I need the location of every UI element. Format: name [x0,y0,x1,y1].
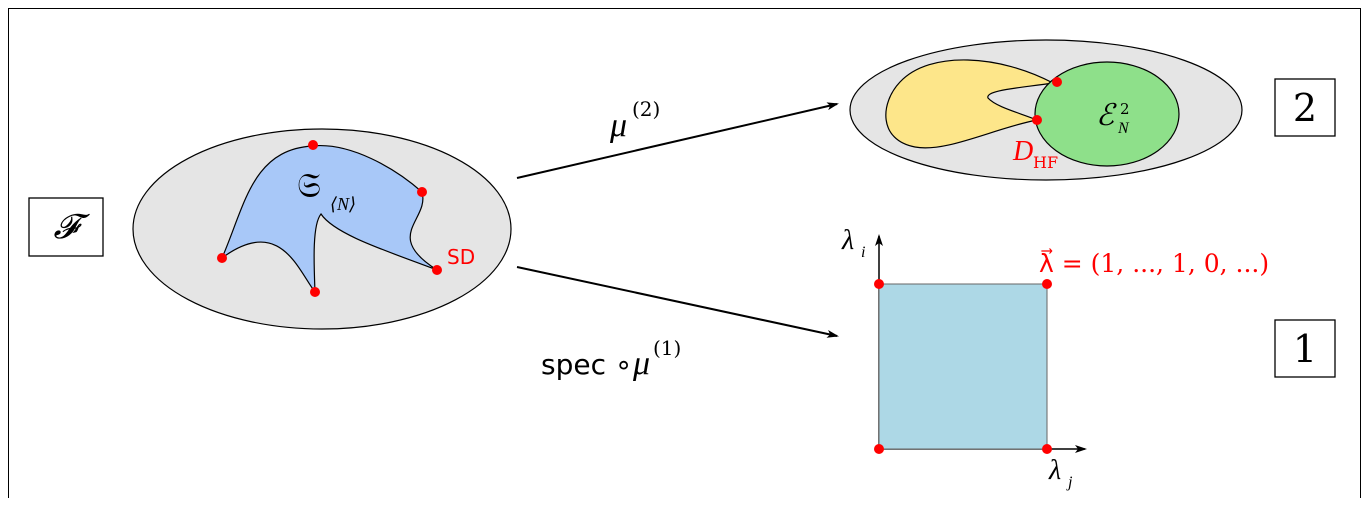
sd-label: SD [447,245,475,269]
hf-point-lower [1032,115,1042,125]
left-gray-ellipse [132,128,512,330]
top-right-manifold-group: ℰ 2 N D HF [849,39,1243,181]
two-rdm-label: 2 [1293,86,1317,130]
y-axis-label-sub: i [861,244,865,261]
red-point-right [417,187,427,197]
green-region-label-sub: N [1117,120,1130,137]
one-rdm-box: 1 [1274,319,1336,378]
square-point-top-right [1042,279,1052,289]
square-point-bottom-left [874,444,884,454]
bottom-arrow [516,266,839,338]
square-point-top-left [874,279,884,289]
lambda-vector-label: λ⃗ = (1, ..., 1, 0, ...) [1039,248,1269,278]
x-axis-label-sub: j [1066,474,1073,491]
red-point-sd [432,265,442,275]
red-point-bottom [310,287,320,297]
top-arrow-label-sup: (2) [632,97,660,121]
fock-space-box: 𝓕 [28,197,104,257]
square-plot-group: λ i λ j λ⃗ = (1, ..., 1, 0, ...) [841,225,1269,491]
red-point-left [217,253,227,263]
bottom-arrow-prefix: spec ∘ [541,348,632,381]
hf-label-base: D [1012,136,1033,167]
hf-label-sub: HF [1033,153,1058,172]
top-arrow-group: μ (2) [516,97,839,179]
top-arrow [516,102,839,179]
figure-frame [8,8,1361,498]
hf-point-upper [1052,77,1062,87]
two-rdm-box: 2 [1274,78,1336,137]
light-blue-square [878,283,1048,450]
bottom-arrow-label-base: μ [632,345,650,382]
slater-set-base: 𝔖 [297,166,321,206]
red-point-top [308,140,318,150]
bottom-arrow-group: spec ∘ μ (1) [516,266,839,382]
top-arrow-label-base: μ [609,107,627,144]
left-manifold-group: 𝔖 ⟨N⟩ SD [132,128,512,330]
bottom-arrow-label-sup: (1) [653,336,681,360]
square-point-bottom-right [1042,444,1052,454]
x-axis-label-base: λ [1048,455,1061,486]
y-axis-label-base: λ [841,225,854,256]
one-rdm-label: 1 [1293,327,1317,371]
green-region-label-sup: 2 [1120,100,1130,118]
slater-set-sub: ⟨N⟩ [330,194,356,214]
green-region-label-base: ℰ [1096,99,1117,132]
green-region [1034,61,1180,167]
yellow-region [885,59,1055,149]
